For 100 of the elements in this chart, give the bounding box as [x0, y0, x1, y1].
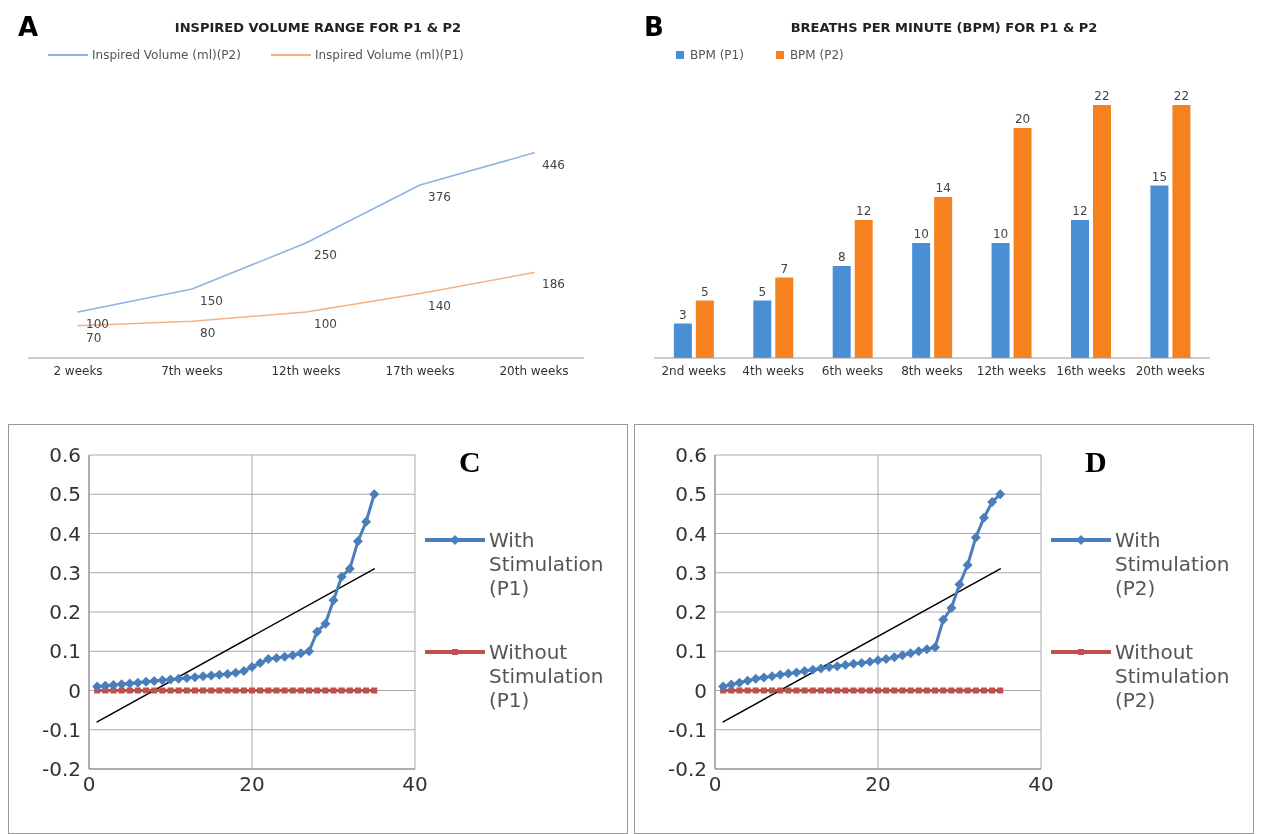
y-tick-label: 0.3 — [675, 560, 707, 585]
point — [783, 668, 794, 679]
point — [801, 687, 808, 694]
point — [297, 687, 304, 694]
bar — [753, 300, 772, 358]
x-tick-label: 40 — [1028, 772, 1054, 797]
point — [858, 687, 865, 694]
point — [980, 687, 987, 694]
point — [864, 656, 875, 667]
chart-title: INSPIRED VOLUME RANGE FOR P1 & P2 — [174, 20, 462, 35]
point — [972, 687, 979, 694]
point — [962, 559, 973, 570]
data-label: 446 — [542, 157, 565, 172]
point — [891, 687, 898, 694]
point — [344, 563, 355, 574]
point — [923, 687, 930, 694]
data-label: 12 — [1072, 204, 1088, 218]
x-tick-label: 2 weeks — [53, 363, 103, 378]
point — [240, 687, 247, 694]
data-label: 22 — [1094, 89, 1110, 103]
point — [330, 687, 337, 694]
point — [143, 687, 150, 694]
point — [263, 654, 274, 665]
bar — [775, 277, 794, 358]
point — [132, 677, 143, 688]
legend-label: Without Stimulation (P2) — [1115, 640, 1231, 712]
point — [273, 687, 280, 694]
bar — [912, 243, 931, 358]
point — [817, 687, 824, 694]
point — [989, 687, 996, 694]
y-tick-label: 0 — [68, 678, 81, 703]
x-tick-label: 7th weeks — [161, 363, 223, 378]
point — [866, 687, 873, 694]
point — [758, 672, 769, 683]
x-tick-label: 40 — [402, 772, 428, 797]
point — [809, 687, 816, 694]
point — [134, 687, 141, 694]
point — [126, 687, 133, 694]
point — [124, 678, 135, 689]
point — [856, 658, 867, 669]
x-tick-label: 17th weeks — [385, 363, 455, 378]
point — [230, 667, 241, 678]
point — [832, 661, 843, 672]
data-label: 140 — [428, 298, 451, 313]
point — [726, 679, 737, 690]
legend-label: Inspired Volume (ml)(P2) — [92, 48, 241, 62]
point — [799, 665, 810, 676]
y-tick-label: 0.5 — [675, 482, 707, 507]
point — [905, 648, 916, 659]
legend-label: BPM (P2) — [789, 48, 844, 62]
x-tick-label: 4th weeks — [742, 363, 804, 378]
point — [346, 687, 353, 694]
x-tick-label: 16th weeks — [1056, 363, 1126, 378]
y-tick-label: 0.6 — [675, 443, 707, 468]
legend-label: Inspired Volume (ml)(P1) — [314, 48, 464, 62]
y-tick-label: -0.2 — [667, 757, 707, 782]
point — [793, 687, 800, 694]
x-tick-label: 8th weeks — [901, 363, 963, 378]
data-label: 80 — [200, 326, 216, 341]
point — [889, 652, 900, 663]
point — [930, 642, 941, 653]
point — [157, 675, 168, 686]
bar — [854, 220, 873, 358]
point — [978, 512, 989, 523]
point — [314, 687, 321, 694]
y-tick-label: -0.1 — [667, 717, 707, 742]
y-tick-label: 0 — [694, 678, 707, 703]
point — [255, 658, 266, 669]
point — [785, 687, 792, 694]
point — [907, 687, 914, 694]
y-tick-label: -0.2 — [41, 757, 81, 782]
y-tick-label: 0.5 — [49, 482, 81, 507]
point — [141, 676, 152, 687]
x-tick-label: 12th weeks — [976, 363, 1047, 378]
point — [954, 579, 965, 590]
point — [848, 658, 859, 669]
data-label: 376 — [428, 190, 451, 205]
point — [940, 687, 947, 694]
x-tick-label: 20th weeks — [1135, 363, 1205, 378]
point — [842, 687, 849, 694]
point — [224, 687, 231, 694]
point — [165, 674, 176, 685]
point — [271, 652, 282, 663]
data-label: 20 — [1014, 112, 1031, 126]
point — [363, 687, 370, 694]
point — [946, 603, 957, 614]
point — [338, 687, 345, 694]
text: A — [18, 12, 39, 42]
point — [257, 687, 264, 694]
x-tick-label: 20th weeks — [499, 363, 569, 378]
point — [118, 687, 125, 694]
point — [881, 654, 892, 665]
point — [769, 687, 776, 694]
y-tick-label: 0.1 — [49, 639, 81, 664]
point — [750, 673, 761, 684]
bar — [1013, 128, 1032, 358]
legend-label: Without Stimulation (P1) — [489, 640, 605, 712]
point — [807, 664, 818, 675]
point — [92, 681, 103, 692]
y-tick-label: 0.6 — [49, 443, 81, 468]
